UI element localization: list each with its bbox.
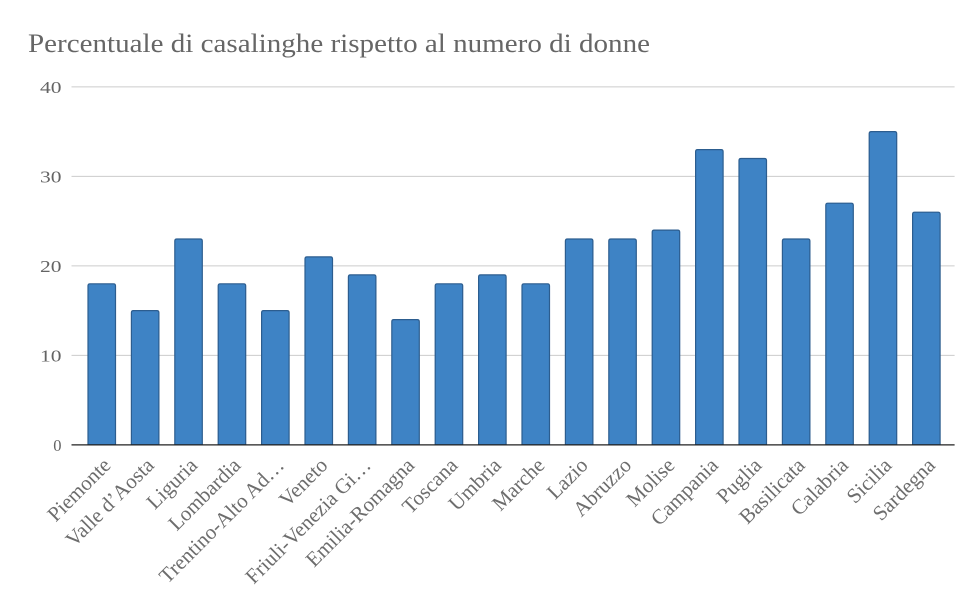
svg-text:Percentuale di casalinghe risp: Percentuale di casalinghe rispetto al nu…	[28, 29, 650, 58]
svg-text:40: 40	[40, 78, 62, 97]
svg-text:30: 30	[40, 167, 62, 186]
svg-text:20: 20	[40, 257, 62, 276]
svg-text:0: 0	[53, 436, 61, 455]
svg-text:10: 10	[40, 346, 62, 365]
